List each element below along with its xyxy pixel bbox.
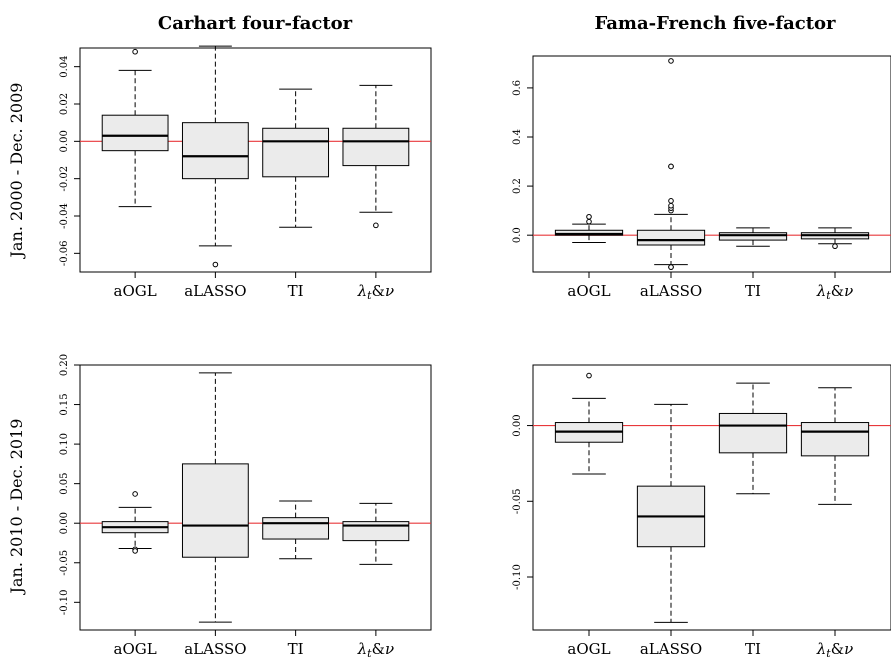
y-tick-label: 0.6: [512, 80, 523, 96]
x-tick-label: aLASSO: [184, 282, 246, 300]
outlier-point: [132, 491, 138, 497]
outlier-point: [586, 218, 592, 225]
outlier-point: [832, 243, 838, 250]
x-tick-label: aOGL: [114, 282, 157, 300]
column-title-fama-french: Fama-French five-factor: [594, 13, 836, 34]
y-tick-label: 0.20: [59, 354, 70, 376]
row-title-2010-2019: Jan. 2010 - Dec. 2019: [7, 419, 26, 596]
interquartile-box: [101, 114, 169, 152]
outlier-point: [668, 198, 674, 204]
column-title-carhart: Carhart four-factor: [158, 13, 353, 34]
interquartile-box: [262, 127, 330, 178]
y-tick-label: 0.10: [59, 433, 70, 455]
y-tick-label: 0.04: [59, 56, 70, 78]
box-2: [636, 403, 706, 623]
y-tick-label: -0.05: [59, 550, 70, 576]
panel-frame: [532, 55, 891, 273]
box-4: [342, 84, 410, 229]
x-tick-label: λt&ν: [816, 640, 853, 660]
row-title-2000-2009: Jan. 2000 - Dec. 2009: [7, 83, 26, 260]
y-tick-label: -0.05: [512, 488, 523, 514]
x-tick-label: aLASSO: [640, 282, 702, 300]
box-2: [636, 58, 706, 270]
y-tick-label: 0.0: [512, 227, 523, 243]
interquartile-box: [636, 229, 706, 246]
x-tick-label: aLASSO: [640, 640, 702, 658]
outlier-point: [373, 222, 379, 229]
box-1: [101, 48, 169, 208]
outlier-point: [668, 163, 674, 170]
y-tick-label: -0.10: [512, 564, 523, 590]
interquartile-box: [800, 422, 870, 457]
interquartile-box: [718, 412, 788, 454]
y-tick-label: 0.2: [512, 178, 523, 194]
box-3: [262, 500, 330, 560]
outlier-point: [586, 372, 592, 379]
x-tick-label: TI: [288, 282, 304, 300]
box-4: [800, 387, 870, 505]
x-tick-label: aOGL: [114, 640, 157, 658]
interquartile-box: [181, 463, 249, 558]
y-tick-label: -0.10: [59, 589, 70, 615]
y-tick-label: 0.00: [59, 512, 70, 534]
box-3: [718, 227, 788, 247]
box-4: [342, 502, 410, 565]
box-1: [554, 213, 624, 244]
y-tick-label: 0.15: [59, 393, 70, 415]
boxplot-panel-4: -0.10 -0.05 0.00 aOGL aLASSO TI λt&ν: [512, 364, 891, 660]
interquartile-box: [554, 229, 624, 236]
y-tick-label: 0.00: [512, 414, 523, 436]
box-1: [554, 372, 624, 475]
x-tick-label: TI: [745, 640, 761, 658]
panel-frame: [79, 47, 432, 273]
x-tick-label: λt&ν: [816, 282, 853, 302]
box-1: [101, 491, 169, 554]
box-4: [800, 227, 870, 250]
x-tick-label: aOGL: [567, 640, 610, 658]
outlier-point: [132, 548, 138, 554]
x-tick-label: TI: [745, 282, 761, 300]
panel-frame: [79, 364, 432, 631]
outlier-point: [132, 48, 138, 55]
outlier-point: [668, 58, 674, 64]
interquartile-box: [718, 232, 788, 241]
panels: -0.06 -0.04 -0.02 0.00 0.02 0.04 aOGL aLASSO TI λ…: [59, 45, 891, 660]
interquartile-box: [181, 122, 249, 180]
interquartile-box: [342, 521, 410, 542]
panel-frame: [532, 364, 891, 631]
x-tick-label: λt&ν: [357, 282, 394, 302]
y-tick-label: 0.4: [512, 129, 523, 145]
box-3: [262, 88, 330, 228]
box-3: [718, 382, 788, 495]
box-2: [181, 45, 249, 268]
box-2: [181, 372, 249, 623]
x-tick-label: aOGL: [567, 282, 610, 300]
x-tick-label: TI: [288, 640, 304, 658]
outlier-point: [668, 202, 674, 209]
y-tick-label: -0.06: [59, 241, 70, 267]
interquartile-box: [342, 127, 410, 167]
outlier-point: [212, 261, 219, 268]
boxplot-panel-1: -0.06 -0.04 -0.02 0.00 0.02 0.04 aOGL aLASSO TI λ…: [59, 45, 432, 302]
x-tick-label: aLASSO: [184, 640, 246, 658]
outlier-point: [668, 264, 674, 270]
y-tick-label: 0.02: [59, 93, 70, 115]
y-tick-label: 0.05: [59, 473, 70, 495]
interquartile-box: [262, 517, 330, 540]
x-tick-label: λt&ν: [357, 640, 394, 660]
boxplot-panel-2: 0.0 0.2 0.4 0.6 aOGL aLASSO TI λt&ν: [512, 55, 891, 302]
y-tick-label: -0.02: [59, 166, 70, 192]
y-tick-label: -0.04: [59, 203, 70, 229]
y-tick-label: 0.00: [59, 130, 70, 152]
outlier-point: [586, 213, 592, 220]
boxplot-panel-3: -0.10 -0.05 0.00 0.05 0.10 0.15 0.20 aOGL aLASSO…: [59, 354, 432, 660]
